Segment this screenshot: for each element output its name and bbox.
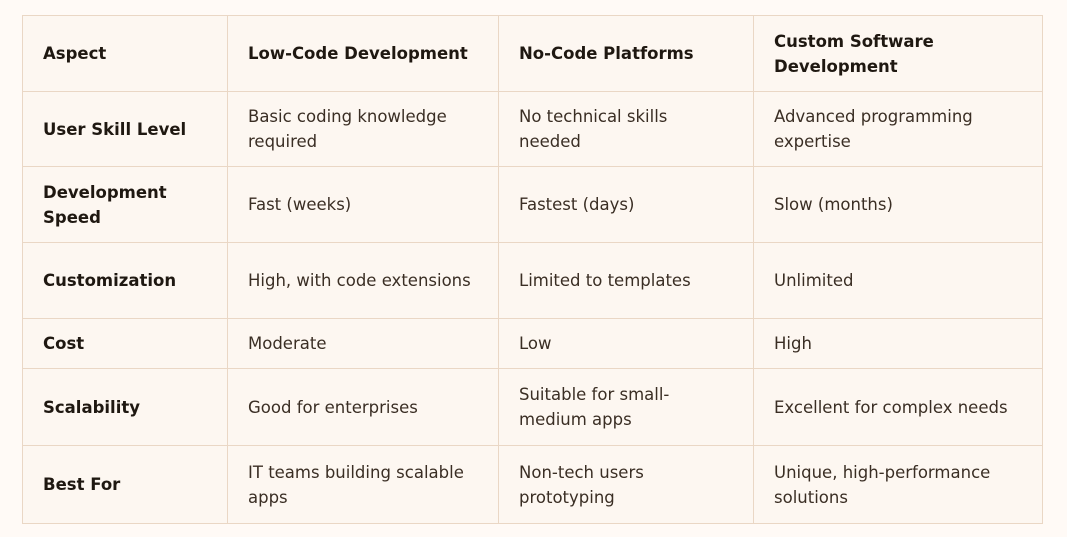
row-label: Development Speed <box>22 166 228 243</box>
table-cell: Good for enterprises <box>227 368 499 446</box>
table-cell: Moderate <box>227 318 499 369</box>
table-cell: Suitable for small-medium apps <box>498 368 754 446</box>
table-cell: Advanced programming expertise <box>753 91 1043 167</box>
comparison-table: Aspect Low-Code Development No-Code Plat… <box>22 15 1043 524</box>
table-row: Development Speed Fast (weeks) Fastest (… <box>22 166 1043 243</box>
header-aspect: Aspect <box>22 15 228 92</box>
table-cell: Non-tech users prototyping <box>498 445 754 524</box>
table-cell: Excellent for complex needs <box>753 368 1043 446</box>
table-cell: Limited to templates <box>498 242 754 319</box>
row-label: Customization <box>22 242 228 319</box>
table-cell: High, with code extensions <box>227 242 499 319</box>
table-cell: Low <box>498 318 754 369</box>
table-cell: Basic coding knowledge required <box>227 91 499 167</box>
table-row: User Skill Level Basic coding knowledge … <box>22 91 1043 167</box>
table-row: Customization High, with code extensions… <box>22 242 1043 319</box>
table-header-row: Aspect Low-Code Development No-Code Plat… <box>22 15 1043 92</box>
table-cell: IT teams building scalable apps <box>227 445 499 524</box>
table-cell: No technical skills needed <box>498 91 754 167</box>
table-row: Scalability Good for enterprises Suitabl… <box>22 368 1043 446</box>
header-custom-software: Custom Software Development <box>753 15 1043 92</box>
row-label: User Skill Level <box>22 91 228 167</box>
table-cell: Slow (months) <box>753 166 1043 243</box>
row-label: Cost <box>22 318 228 369</box>
row-label: Best For <box>22 445 228 524</box>
table-cell: Fast (weeks) <box>227 166 499 243</box>
table-cell: Unique, high-performance solutions <box>753 445 1043 524</box>
table-cell: Fastest (days) <box>498 166 754 243</box>
table-row: Cost Moderate Low High <box>22 318 1043 369</box>
table-row: Best For IT teams building scalable apps… <box>22 445 1043 524</box>
header-no-code: No-Code Platforms <box>498 15 754 92</box>
row-label: Scalability <box>22 368 228 446</box>
table-cell: Unlimited <box>753 242 1043 319</box>
table-cell: High <box>753 318 1043 369</box>
comparison-table-container: Aspect Low-Code Development No-Code Plat… <box>22 15 1043 524</box>
header-low-code: Low-Code Development <box>227 15 499 92</box>
